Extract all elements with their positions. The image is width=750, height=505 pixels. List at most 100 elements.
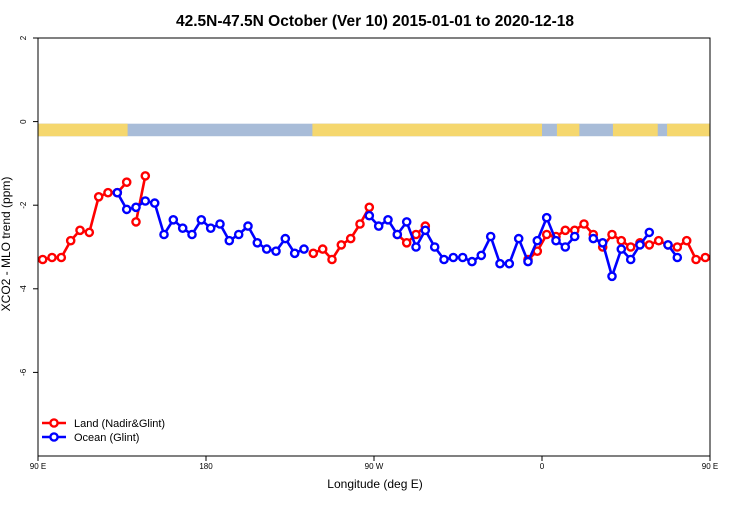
x-tick-label: 0 bbox=[540, 462, 545, 471]
y-tick-label: -4 bbox=[19, 285, 28, 293]
series-land bbox=[38, 171, 746, 265]
data-point bbox=[625, 254, 636, 265]
data-point bbox=[635, 240, 645, 250]
data-point bbox=[625, 242, 636, 252]
series-group bbox=[38, 171, 746, 282]
data-point bbox=[569, 231, 580, 242]
data-point bbox=[215, 219, 225, 229]
data-point bbox=[495, 258, 505, 269]
data-point bbox=[672, 252, 683, 263]
data-point bbox=[700, 252, 710, 263]
data-point bbox=[597, 237, 608, 248]
y-tick-label: -2 bbox=[19, 201, 28, 209]
strip-land bbox=[556, 123, 580, 137]
data-point bbox=[168, 214, 179, 225]
data-point bbox=[691, 254, 701, 265]
data-point bbox=[56, 252, 67, 263]
y-tick-label: 2 bbox=[19, 35, 28, 40]
data-point bbox=[730, 227, 737, 234]
data-point bbox=[420, 225, 431, 236]
data-point bbox=[345, 233, 356, 244]
data-point bbox=[401, 237, 412, 248]
data-point bbox=[616, 235, 627, 246]
data-point bbox=[541, 229, 552, 240]
data-point bbox=[739, 229, 746, 236]
data-point bbox=[457, 252, 468, 263]
data-point bbox=[485, 231, 496, 242]
legend-label: Ocean (Glint) bbox=[74, 432, 139, 444]
data-point bbox=[121, 204, 132, 215]
data-point bbox=[252, 237, 263, 248]
data-point bbox=[317, 244, 328, 254]
data-point bbox=[261, 244, 272, 254]
data-point bbox=[448, 252, 459, 263]
data-point bbox=[672, 242, 683, 252]
data-point bbox=[205, 223, 216, 233]
data-point bbox=[588, 233, 599, 244]
y-tick-label: 0 bbox=[19, 119, 28, 124]
data-point bbox=[121, 177, 132, 187]
data-point bbox=[709, 256, 710, 259]
data-point bbox=[616, 244, 627, 254]
data-point bbox=[560, 242, 571, 252]
data-point bbox=[607, 229, 617, 240]
data-point bbox=[47, 252, 57, 263]
data-point bbox=[336, 240, 347, 250]
data-point bbox=[327, 254, 337, 265]
data-point bbox=[401, 217, 412, 227]
land-ocean-strip bbox=[38, 123, 710, 137]
legend-label: Land (Nadir&Glint) bbox=[74, 418, 165, 430]
data-point bbox=[644, 240, 655, 250]
data-point bbox=[131, 202, 141, 213]
data-point bbox=[579, 219, 589, 229]
data-point bbox=[233, 229, 244, 240]
data-point bbox=[159, 229, 169, 240]
data-point bbox=[280, 233, 291, 244]
legend: Land (Nadir&Glint) Ocean (Glint) bbox=[42, 418, 165, 444]
data-point bbox=[476, 250, 487, 261]
data-point bbox=[224, 235, 235, 246]
x-tick-label: 90 E bbox=[702, 462, 718, 471]
data-point bbox=[383, 214, 393, 225]
data-point bbox=[187, 229, 197, 240]
y-tick-label: -6 bbox=[19, 368, 28, 376]
data-point bbox=[439, 254, 449, 265]
data-point bbox=[504, 258, 515, 269]
axes: 2 0 -2 -4 -6 90 E 180 90 W 0 90 E bbox=[19, 35, 718, 471]
data-point bbox=[364, 210, 375, 221]
data-point bbox=[103, 187, 113, 198]
x-tick-label: 90 E bbox=[30, 462, 46, 471]
data-point bbox=[140, 196, 151, 206]
data-point bbox=[373, 221, 384, 231]
data-point bbox=[644, 227, 655, 238]
data-point bbox=[429, 242, 440, 252]
data-point bbox=[84, 227, 95, 238]
data-point bbox=[131, 217, 141, 227]
x-axis-label: Longitude (deg E) bbox=[327, 477, 422, 491]
data-point bbox=[411, 242, 421, 252]
data-point bbox=[681, 235, 692, 246]
strip-land bbox=[667, 123, 710, 137]
data-point bbox=[75, 225, 85, 236]
strip-land bbox=[612, 123, 658, 137]
data-point bbox=[663, 240, 673, 250]
data-point bbox=[299, 244, 309, 254]
data-point bbox=[308, 248, 319, 259]
data-point bbox=[653, 235, 664, 246]
data-point bbox=[271, 246, 281, 256]
data-point bbox=[196, 214, 207, 225]
data-point bbox=[560, 225, 571, 236]
chart-title: 42.5N-47.5N October (Ver 10) 2015-01-01 … bbox=[176, 13, 574, 30]
x-tick-label: 180 bbox=[199, 462, 213, 471]
strip-land bbox=[38, 123, 128, 137]
data-point bbox=[93, 191, 104, 202]
data-point bbox=[392, 229, 403, 240]
legend-marker bbox=[49, 418, 59, 428]
data-point bbox=[467, 256, 477, 267]
data-point bbox=[149, 198, 160, 208]
plot-frame bbox=[37, 37, 711, 457]
data-point bbox=[541, 212, 552, 223]
series-ocean bbox=[112, 187, 683, 282]
